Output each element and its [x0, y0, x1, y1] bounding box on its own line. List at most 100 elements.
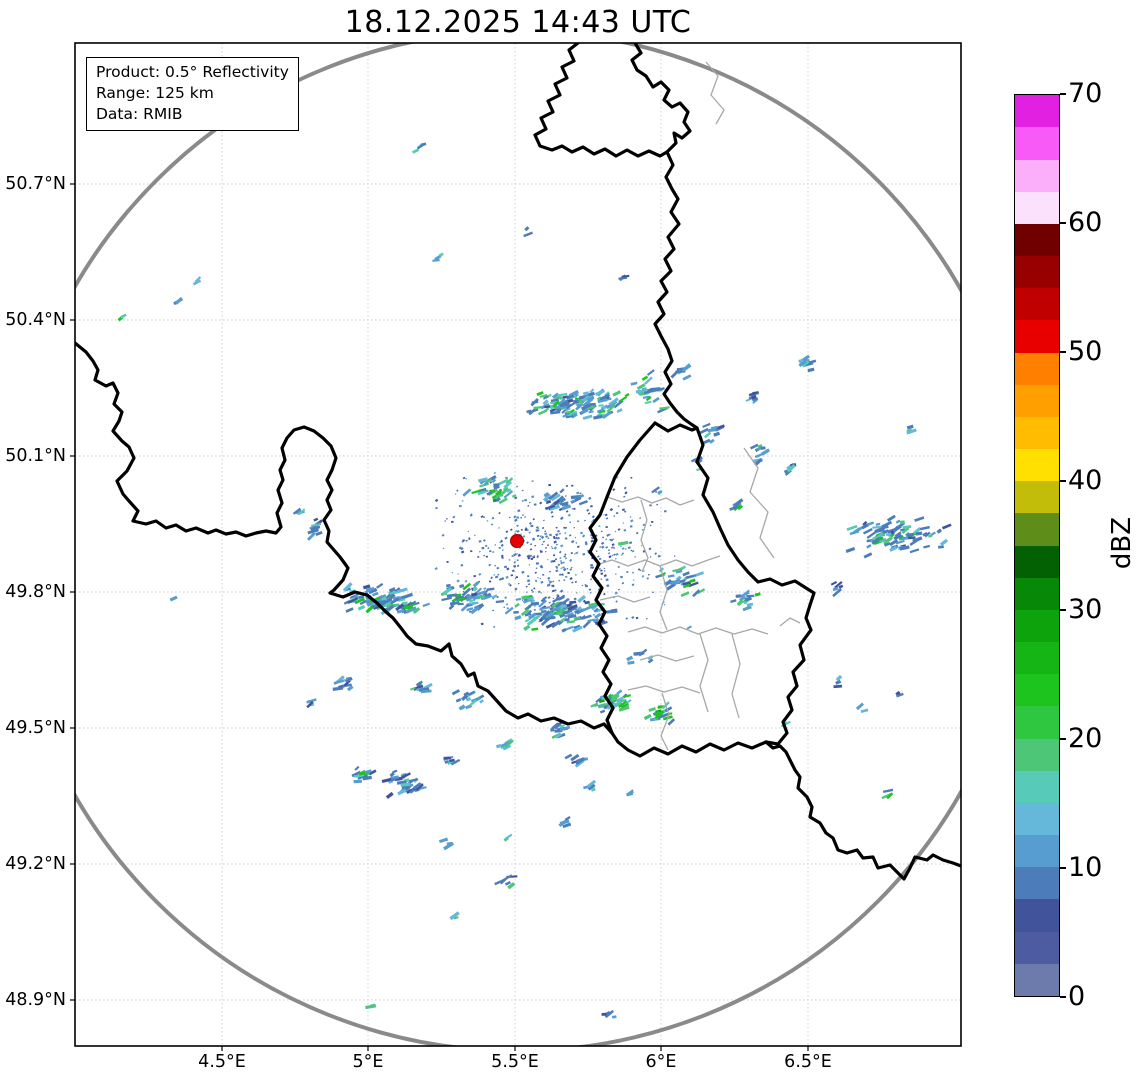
colorbar-segment-47.5dBZ	[1015, 352, 1059, 385]
echo-pixel	[434, 566, 438, 571]
echo-pixel	[486, 520, 489, 522]
echo-pixel	[624, 491, 628, 495]
echo-pixel	[444, 520, 447, 522]
echo-pixel	[397, 788, 407, 796]
echo-pixel	[550, 510, 554, 514]
colorbar-segment-17.5dBZ	[1015, 738, 1059, 771]
echo-pixel	[385, 593, 391, 600]
colorbar-segment-10dBZ	[1015, 835, 1059, 868]
echo-pixel	[584, 542, 588, 546]
echo-pixel	[561, 573, 564, 575]
echo-pixel	[614, 557, 617, 560]
echo-pixel	[498, 511, 501, 515]
echo-pixel	[553, 540, 557, 544]
echo-pixel	[550, 493, 561, 502]
echo-pixel	[526, 617, 537, 626]
echo-pixel	[495, 493, 504, 499]
echo-pixel	[610, 608, 618, 613]
echo-pixel	[524, 528, 528, 531]
echo-pixel	[525, 585, 528, 588]
echo-pixel	[443, 756, 451, 760]
echo-pixel	[551, 584, 555, 588]
echo-pixel	[315, 530, 323, 536]
echo-pixel	[544, 530, 547, 533]
echo-pixel	[568, 534, 572, 537]
echo-pixel	[558, 579, 561, 582]
echo-pixel	[761, 448, 771, 456]
echo-pixel	[670, 578, 681, 585]
echo-pixel	[613, 547, 616, 550]
echo-pixel	[862, 520, 868, 526]
echo-pixel	[562, 412, 571, 418]
echo-pixel	[686, 625, 692, 630]
echo-pixel	[365, 598, 371, 603]
echo-pixel	[600, 541, 605, 545]
echo-pixel	[602, 410, 612, 420]
echo-pixel	[589, 591, 592, 594]
colorbar-tick-mark	[1060, 480, 1066, 482]
colorbar-segment-57.5dBZ	[1015, 223, 1059, 257]
echo-pixel	[448, 758, 455, 763]
echo-pixel	[505, 603, 509, 606]
echo-pixel	[549, 570, 551, 573]
echo-pixel	[540, 580, 544, 584]
echo-pixel	[659, 406, 670, 410]
echo-pixel	[347, 685, 354, 692]
echo-pixel	[889, 538, 899, 547]
echo-pixel	[575, 542, 578, 544]
echo-pixel	[565, 526, 568, 529]
echo-pixel	[504, 536, 508, 540]
echo-pixel	[562, 561, 566, 564]
echo-pixel	[513, 553, 517, 557]
echo-pixel	[489, 550, 492, 553]
echo-pixel	[652, 396, 660, 404]
echo-pixel	[483, 554, 486, 557]
echo-pixel	[601, 1012, 607, 1016]
echo-pixel	[545, 546, 548, 549]
country-border	[653, 150, 699, 430]
echo-pixel	[623, 495, 626, 498]
echo-pixel	[528, 612, 537, 620]
country-border	[695, 426, 816, 746]
echo-pixel	[756, 445, 764, 452]
echo-pixel	[558, 532, 561, 535]
echo-pixel	[552, 400, 560, 408]
echo-pixel	[894, 531, 902, 538]
echo-pixel	[620, 545, 622, 548]
echo-pixel	[390, 777, 397, 782]
x-tick-label: 5°E	[352, 1052, 384, 1072]
echo-pixel	[563, 578, 566, 582]
echo-pixel	[551, 732, 561, 740]
echo-pixel	[574, 536, 577, 539]
echo-pixel	[457, 597, 466, 602]
echo-pixel	[566, 410, 571, 414]
echo-pixel	[434, 498, 439, 503]
echo-pixel	[505, 575, 509, 579]
colorbar-tick-mark	[1060, 351, 1066, 353]
echo-pixel	[561, 504, 572, 511]
echo-pixel	[564, 557, 568, 560]
echo-pixel	[606, 533, 610, 537]
echo-pixel	[571, 581, 574, 584]
echo-pixel	[651, 486, 660, 494]
echo-pixel	[477, 556, 480, 558]
echo-pixel	[667, 574, 675, 578]
echo-pixel	[733, 498, 744, 507]
echo-pixel	[390, 597, 400, 605]
echo-pixel	[412, 607, 421, 614]
echo-pixel	[526, 409, 532, 414]
radar-site-marker	[510, 534, 524, 548]
echo-pixel	[664, 578, 672, 587]
echo-pixel	[896, 692, 904, 698]
echo-pixel	[617, 505, 620, 508]
echo-pixel	[541, 543, 544, 546]
echo-pixel	[539, 550, 543, 553]
echo-pixel	[449, 600, 460, 606]
echo-pixel	[495, 496, 501, 502]
echo-pixel	[534, 571, 537, 574]
echo-pixel	[400, 782, 411, 787]
echo-pixel	[656, 503, 659, 506]
echo-pixel	[557, 563, 561, 567]
echo-pixel	[657, 555, 661, 558]
echo-pixel	[494, 564, 497, 567]
